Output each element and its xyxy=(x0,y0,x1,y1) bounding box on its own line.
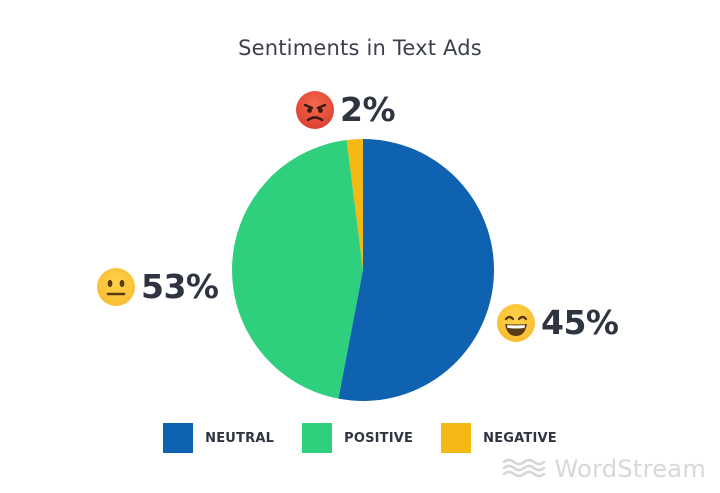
slice-value-negative: 2% xyxy=(340,90,396,129)
grinning-face-icon xyxy=(497,303,535,342)
legend-item-positive: POSITIVE xyxy=(302,423,413,453)
neutral-face-icon xyxy=(97,267,135,306)
legend-swatch-negative xyxy=(441,423,472,453)
legend-item-negative: NEGATIVE xyxy=(441,423,557,453)
brand-name: WordStream xyxy=(554,455,706,483)
slice-label-negative: 2% xyxy=(296,90,396,129)
pie-slice-neutral xyxy=(338,139,494,401)
slice-label-neutral: 53% xyxy=(97,267,219,306)
slice-value-positive: 45% xyxy=(541,303,619,342)
chart-title: Sentiments in Text Ads xyxy=(238,36,482,60)
chart-legend: NEUTRAL POSITIVE NEGATIVE xyxy=(0,423,720,453)
legend-label-neutral: NEUTRAL xyxy=(205,430,275,446)
legend-item-neutral: NEUTRAL xyxy=(163,423,274,453)
wave-icon xyxy=(502,456,546,482)
legend-swatch-neutral xyxy=(163,423,194,453)
legend-swatch-positive xyxy=(302,423,333,453)
wordstream-watermark: WordStream xyxy=(502,455,706,483)
slice-value-neutral: 53% xyxy=(141,267,219,306)
pie-slice-positive xyxy=(232,140,363,399)
legend-label-positive: POSITIVE xyxy=(344,430,414,446)
legend-label-negative: NEGATIVE xyxy=(483,430,557,446)
pie-slice-negative xyxy=(346,139,363,270)
angry-face-icon xyxy=(296,90,334,129)
slice-label-positive: 45% xyxy=(497,303,619,342)
